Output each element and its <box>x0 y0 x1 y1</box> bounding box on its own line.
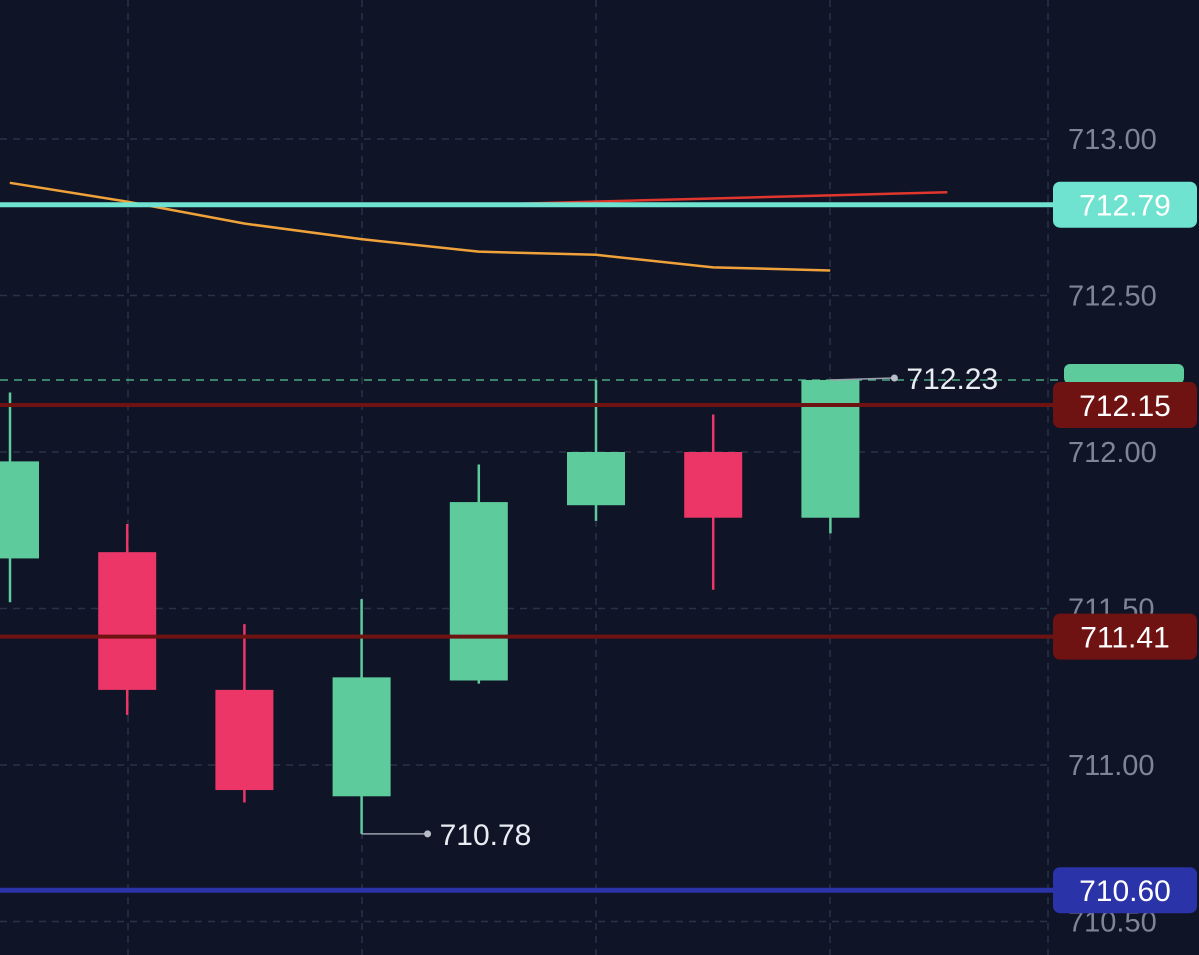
price-lines[interactable]: 712.79 712.15 711.41 710.60 <box>0 181 1197 914</box>
candle-up[interactable] <box>801 380 860 534</box>
moving-average-line <box>9 181 831 272</box>
high-price-annotation: 712.23 <box>830 363 998 396</box>
candle-down[interactable] <box>98 523 157 715</box>
moving-averages <box>9 181 948 272</box>
candle-up[interactable] <box>449 464 508 684</box>
candle-down[interactable] <box>684 414 743 590</box>
price-badge[interactable] <box>1053 867 1197 914</box>
candle-up[interactable] <box>0 392 39 603</box>
price-badge[interactable] <box>1053 613 1197 660</box>
low-price-annotation: 710.78 <box>361 819 532 852</box>
candle-body[interactable] <box>332 677 391 797</box>
price-badge[interactable] <box>1053 181 1197 228</box>
candle-body[interactable] <box>215 689 274 791</box>
candle-body[interactable] <box>801 380 860 518</box>
current-price-line <box>0 364 1184 385</box>
price-line-2[interactable]: 711.41 <box>0 613 1197 660</box>
annotation-label: 710.78 <box>440 819 532 852</box>
current-price-badge <box>1064 364 1184 385</box>
price-line-0[interactable]: 712.79 <box>0 181 1197 228</box>
annotation-label: 712.23 <box>906 363 998 396</box>
price-badge-label: 710.60 <box>1079 875 1171 908</box>
annotation-dot <box>890 374 898 382</box>
candle-up[interactable] <box>332 599 391 834</box>
candle-body[interactable] <box>567 452 625 506</box>
price-badge[interactable] <box>1053 382 1197 429</box>
price-line-3[interactable]: 710.60 <box>0 867 1197 914</box>
y-tick-label: 712.00 <box>1068 437 1157 469</box>
annotation-leader <box>830 377 895 381</box>
price-badge-label: 711.41 <box>1080 622 1170 655</box>
candle-body[interactable] <box>684 452 743 518</box>
y-tick-label: 712.50 <box>1068 281 1157 313</box>
y-tick-label: 711.00 <box>1068 750 1155 782</box>
candles[interactable] <box>0 380 860 834</box>
candle-up[interactable] <box>567 380 625 521</box>
grid <box>0 0 1050 955</box>
candle-down[interactable] <box>215 624 274 803</box>
y-tick-label: 713.00 <box>1068 124 1157 156</box>
price-line-1[interactable]: 712.15 <box>0 382 1197 429</box>
candle-body[interactable] <box>98 552 157 690</box>
candle-body[interactable] <box>0 461 39 559</box>
annotations: 712.23 710.78 <box>361 363 998 852</box>
price-badge-label: 712.15 <box>1079 390 1171 423</box>
candle-body[interactable] <box>449 502 508 681</box>
annotation-dot <box>424 830 432 838</box>
price-badge-label: 712.79 <box>1079 190 1171 223</box>
